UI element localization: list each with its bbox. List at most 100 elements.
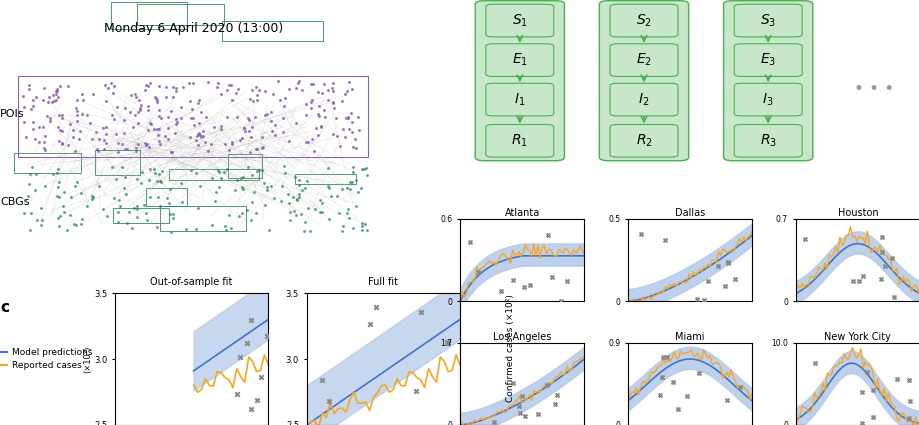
- Point: [150, 96, 165, 103]
- Point: [142, 193, 157, 200]
- Point: [285, 194, 300, 201]
- Point: [316, 106, 331, 113]
- Point: [206, 123, 221, 130]
- Point: [187, 122, 201, 129]
- Point: [289, 85, 303, 91]
- Point: [28, 171, 43, 178]
- Point: [98, 124, 113, 131]
- Point: [855, 273, 869, 280]
- Point: [62, 211, 77, 218]
- Point: [165, 148, 179, 155]
- Point: [165, 94, 180, 101]
- Title: Atlanta: Atlanta: [504, 208, 539, 218]
- Point: [263, 109, 278, 116]
- Point: [68, 183, 83, 190]
- Point: [324, 85, 339, 91]
- Point: [111, 140, 126, 147]
- Point: [141, 177, 155, 184]
- Point: [314, 208, 329, 215]
- Point: [303, 99, 318, 105]
- Point: [183, 133, 198, 140]
- Point: [34, 216, 49, 223]
- Point: [129, 144, 143, 151]
- Point: [340, 88, 355, 94]
- Point: [133, 107, 148, 113]
- Point: [142, 144, 156, 150]
- Point: [164, 108, 178, 114]
- Bar: [110, 2, 187, 29]
- Point: [314, 376, 329, 383]
- Point: [142, 80, 157, 87]
- Point: [345, 168, 359, 175]
- Point: [720, 260, 734, 266]
- Point: [312, 197, 327, 204]
- Point: [169, 88, 184, 95]
- Point: [98, 140, 113, 147]
- Text: $E_{3}$: $E_{3}$: [759, 52, 776, 68]
- Point: [68, 105, 83, 111]
- Point: [169, 116, 184, 123]
- Point: [17, 197, 32, 204]
- Point: [241, 128, 255, 135]
- Point: [130, 176, 144, 183]
- Point: [322, 216, 336, 223]
- Point: [35, 124, 50, 131]
- Text: $R_{1}$: $R_{1}$: [511, 133, 528, 149]
- FancyBboxPatch shape: [723, 1, 812, 161]
- Point: [189, 132, 204, 139]
- Point: [346, 164, 360, 171]
- Point: [353, 184, 368, 191]
- Point: [342, 178, 357, 185]
- Point: [141, 106, 155, 113]
- Text: $R_{3}$: $R_{3}$: [759, 133, 776, 149]
- Point: [217, 169, 232, 176]
- Point: [299, 139, 313, 145]
- Point: [23, 227, 38, 234]
- Point: [348, 177, 363, 184]
- Point: [99, 131, 114, 138]
- Point: [512, 410, 527, 416]
- Text: $E_{2}$: $E_{2}$: [635, 52, 652, 68]
- Point: [297, 228, 312, 235]
- Point: [98, 98, 113, 105]
- Point: [134, 169, 149, 176]
- Point: [264, 128, 278, 135]
- Point: [147, 93, 162, 100]
- Point: [299, 100, 313, 107]
- Point: [48, 91, 62, 97]
- Point: [174, 179, 188, 186]
- Point: [305, 97, 320, 104]
- Bar: [228, 154, 262, 178]
- Title: Out-of-sample fit: Out-of-sample fit: [151, 277, 233, 287]
- Point: [255, 167, 269, 174]
- Point: [255, 144, 270, 150]
- Point: [36, 139, 51, 145]
- Point: [277, 103, 291, 110]
- Point: [186, 114, 200, 121]
- Point: [151, 131, 165, 138]
- Bar: [160, 206, 246, 231]
- FancyBboxPatch shape: [609, 4, 677, 37]
- Point: [357, 221, 372, 227]
- Point: [522, 282, 537, 289]
- Text: Monday 6 April 2020 (13:00): Monday 6 April 2020 (13:00): [104, 22, 282, 35]
- Point: [243, 405, 257, 412]
- Point: [340, 205, 355, 212]
- Point: [243, 316, 257, 323]
- Legend: Model predictions, Reported cases: Model predictions, Reported cases: [0, 348, 92, 370]
- Point: [190, 204, 205, 211]
- Point: [128, 112, 142, 119]
- Point: [516, 412, 531, 419]
- Point: [138, 81, 153, 88]
- Point: [108, 176, 123, 182]
- Point: [150, 98, 165, 105]
- Point: [42, 115, 57, 122]
- Point: [119, 220, 134, 227]
- Point: [108, 130, 123, 137]
- FancyBboxPatch shape: [733, 83, 801, 116]
- Point: [178, 226, 193, 232]
- Point: [241, 117, 255, 124]
- Point: [183, 167, 198, 173]
- Point: [29, 216, 44, 223]
- Point: [165, 215, 180, 221]
